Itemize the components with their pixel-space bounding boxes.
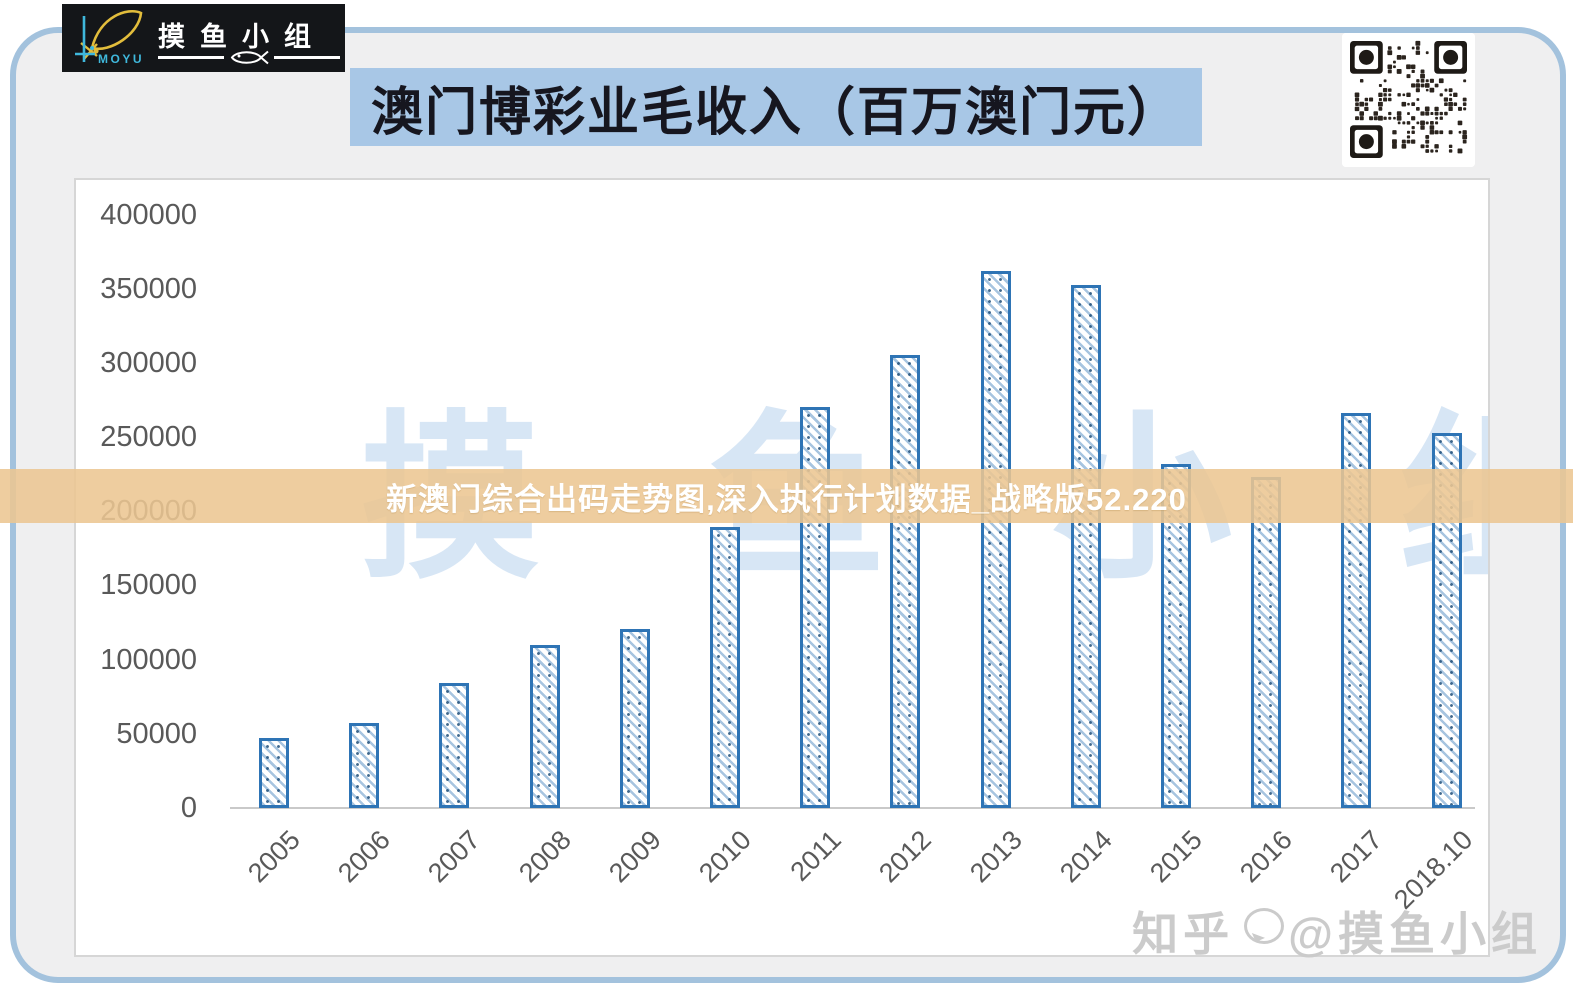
x-axis-tick-text: 2015	[1144, 824, 1208, 889]
x-axis-tick-text: 2006	[332, 824, 396, 889]
x-axis-tick-text: 2009	[602, 824, 667, 889]
x-axis-line	[230, 807, 1475, 809]
promo-banner-text: 新澳门综合出码走势图,深入执行计划数据_战略版52.220	[386, 481, 1187, 517]
bar-2010	[710, 526, 740, 808]
bar-2011	[800, 407, 831, 808]
y-axis-tick-label: 250000	[100, 421, 197, 454]
bar-2006	[349, 722, 380, 808]
bar-2015	[1161, 463, 1191, 808]
y-axis-tick-label: 0	[180, 792, 197, 824]
chart-panel: 摸 鱼 小 组 40000035000030000025000020000015…	[74, 178, 1490, 957]
page-title: 澳门博彩业毛收入（百万澳门元）	[370, 83, 1181, 142]
y-axis-tick-label: 50000	[116, 717, 197, 750]
y-axis-tick-label: 150000	[100, 569, 197, 602]
x-axis-tick-text: 2011	[784, 824, 847, 887]
y-axis-tick-label: 350000	[100, 272, 197, 305]
zhihu-watermark: 知乎 @摸鱼小组	[1132, 898, 1542, 964]
x-axis-tick-text: 2014	[1053, 824, 1118, 889]
x-axis-tick-text: 2012	[873, 824, 938, 889]
bar-2016	[1251, 477, 1282, 808]
speech-bubble-icon	[1244, 908, 1285, 944]
zhihu-handle-text: @摸鱼小组	[1288, 908, 1542, 960]
x-axis-tick-text: 2007	[422, 824, 487, 889]
bar-2013	[980, 270, 1011, 808]
qr-code	[1342, 33, 1475, 167]
y-axis-tick-label: 400000	[100, 198, 197, 231]
zhihu-brand-text: 知乎	[1132, 908, 1235, 960]
logo-latin-text: MOYU	[98, 52, 144, 66]
chart-title-banner: 澳门博彩业毛收入（百万澳门元）	[350, 68, 1202, 146]
y-axis-tick-label: 300000	[100, 346, 197, 379]
bar-2009	[619, 629, 650, 808]
qr-code-icon	[1342, 33, 1475, 167]
x-axis-tick-text: 2008	[512, 824, 577, 889]
y-axis-tick-label: 100000	[100, 643, 197, 676]
x-axis-tick-text: 2013	[963, 824, 1028, 889]
brand-logo: MOYU 摸鱼小组	[62, 4, 345, 72]
x-axis-tick-text: 2017	[1324, 824, 1389, 889]
bar-2005	[259, 738, 289, 808]
x-axis-tick-text: 2005	[242, 824, 306, 889]
bar-2014	[1070, 284, 1101, 808]
logo-cjk-text: 摸鱼小组	[158, 21, 326, 52]
promo-banner: 新澳门综合出码走势图,深入执行计划数据_战略版52.220	[0, 469, 1573, 523]
x-axis-tick-text: 2016	[1234, 824, 1298, 889]
bar-2012	[890, 355, 921, 808]
bar-2007	[439, 683, 470, 808]
moyu-fish-logo-icon: MOYU 摸鱼小组	[62, 4, 345, 72]
bar-2008	[529, 644, 560, 808]
x-axis-tick-text: 2010	[693, 824, 757, 889]
